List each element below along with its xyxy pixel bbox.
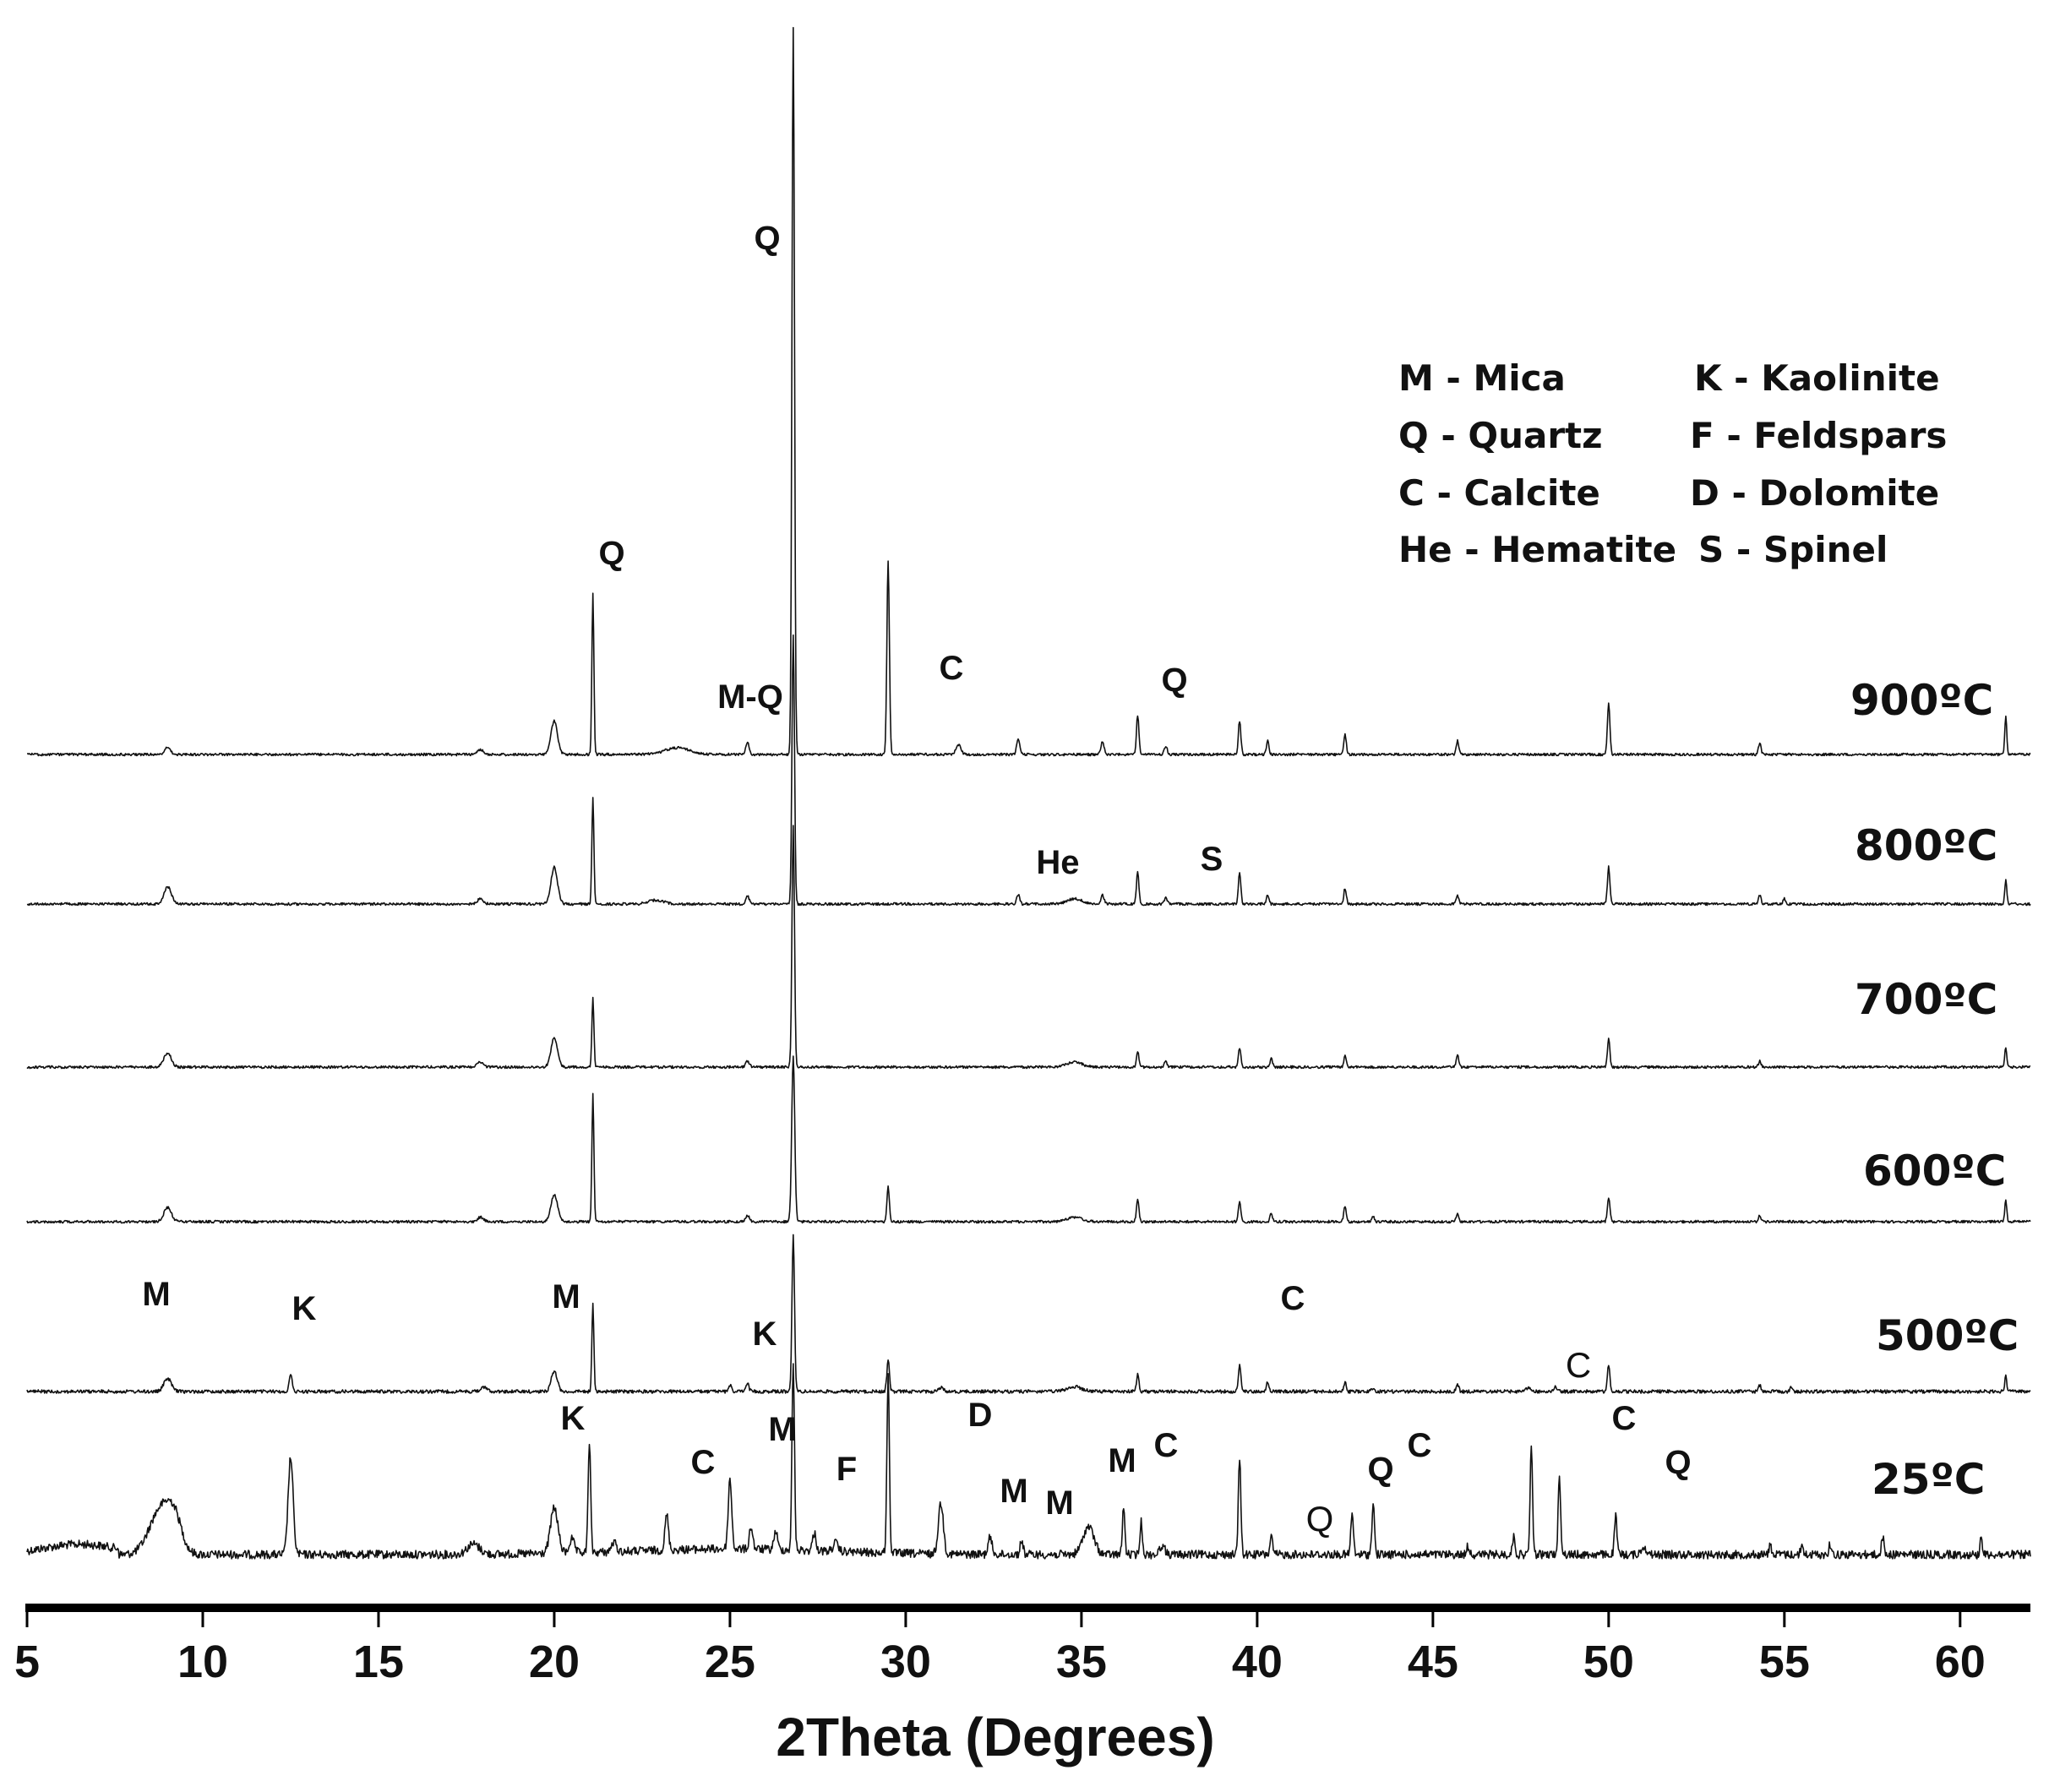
- series-label: 900ºC: [1850, 676, 1993, 725]
- peak-annotation: K: [292, 1290, 317, 1327]
- x-axis-title: 2Theta (Degrees): [776, 1707, 1214, 1767]
- legend-entry: C - Calcite: [1398, 472, 1600, 514]
- series-labels: 25ºC 500ºC 600ºC 700ºC 800ºC 900ºC: [1850, 676, 2019, 1504]
- peak-annotation: C: [1612, 1400, 1637, 1437]
- x-tick-label: 5: [14, 1637, 40, 1687]
- series-trace: [26, 634, 2031, 907]
- legend-entry: He - Hematite: [1398, 529, 1676, 570]
- series-trace: [26, 1055, 2031, 1224]
- series-label: 25ºC: [1872, 1455, 1985, 1504]
- series-label: 500ºC: [1876, 1311, 2019, 1360]
- peak-annotation: C: [1154, 1427, 1179, 1464]
- peak-annotation: Q: [1306, 1499, 1334, 1539]
- series-trace: [26, 26, 2031, 757]
- x-tick-label: 40: [1232, 1637, 1283, 1687]
- peak-annotation: Q: [1665, 1444, 1691, 1481]
- x-tick-label: 50: [1583, 1637, 1634, 1687]
- peak-annotation: D: [968, 1397, 993, 1434]
- x-tick-label: 25: [705, 1637, 755, 1687]
- peak-annotation: K: [561, 1400, 586, 1437]
- legend-entry: Q - Quartz: [1398, 415, 1603, 456]
- peak-annotation: K: [753, 1315, 777, 1353]
- peak-annotation: C: [1281, 1280, 1305, 1317]
- peak-annotation: Q: [1161, 662, 1187, 699]
- peak-annotation: M: [768, 1411, 796, 1448]
- peak-annotation: M: [1108, 1442, 1136, 1479]
- peak-annotation: Q: [598, 535, 624, 572]
- series-label: 600ºC: [1863, 1147, 2006, 1196]
- x-tick-label: 20: [529, 1637, 580, 1687]
- peak-annotation: M: [1000, 1473, 1027, 1510]
- legend-entry: K - Kaolinite: [1694, 357, 1940, 399]
- series-label: 800ºC: [1855, 821, 1997, 870]
- series-traces: [26, 26, 2031, 1560]
- x-tick-label: 55: [1759, 1637, 1810, 1687]
- peak-annotation: He: [1036, 844, 1079, 881]
- peak-annotation: M: [552, 1278, 580, 1315]
- legend: M - Mica K - Kaolinite Q - Quartz F - Fe…: [1398, 357, 1947, 570]
- x-axis-ticks: 5 10 15 20 25 30 35 40 45 50 55 60: [14, 1608, 1986, 1687]
- legend-entry: D - Dolomite: [1690, 472, 1939, 514]
- series-trace: [26, 825, 2031, 1070]
- peak-annotation: Q: [1367, 1451, 1393, 1488]
- x-tick-label: 60: [1935, 1637, 1986, 1687]
- peak-annotation: M: [142, 1276, 170, 1313]
- x-tick-label: 35: [1056, 1637, 1107, 1687]
- peak-annotation: C: [1408, 1427, 1432, 1464]
- x-tick-label: 10: [177, 1637, 228, 1687]
- x-tick-label: 30: [880, 1637, 931, 1687]
- legend-entry: F - Feldspars: [1690, 415, 1947, 456]
- peak-annotation: M: [1045, 1484, 1073, 1522]
- peak-annotation: F: [836, 1451, 857, 1488]
- peak-annotation: C: [691, 1444, 716, 1481]
- legend-entry: S - Spinel: [1698, 529, 1888, 570]
- x-tick-label: 15: [353, 1637, 404, 1687]
- legend-entry: M - Mica: [1398, 357, 1566, 399]
- series-trace: [26, 1234, 2031, 1394]
- peak-annotation: C: [1566, 1345, 1591, 1385]
- peak-annotation: S: [1201, 841, 1223, 878]
- series-label: 700ºC: [1855, 975, 1997, 1024]
- x-tick-label: 45: [1408, 1637, 1458, 1687]
- peak-annotation: M-Q: [717, 678, 783, 716]
- series-trace: [26, 1363, 2031, 1560]
- peak-annotation: Q: [754, 220, 780, 257]
- peak-annotation: C: [940, 650, 964, 687]
